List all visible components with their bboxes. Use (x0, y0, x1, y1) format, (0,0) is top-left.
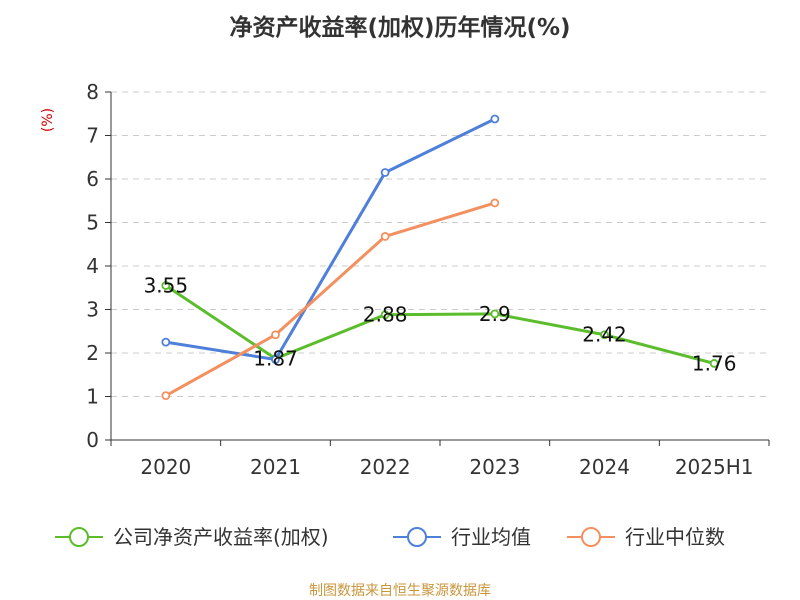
y-tick-label: 0 (86, 428, 99, 452)
data-label: 2.88 (363, 303, 408, 327)
data-point (380, 168, 390, 177)
legend-label: 公司净资产收益率(加权) (113, 525, 329, 549)
series-line-0 (165, 284, 715, 365)
legend-marker (581, 527, 601, 547)
data-label: 3.55 (144, 274, 189, 298)
data-point (271, 330, 280, 340)
series-line-1 (165, 117, 496, 362)
data-label: 1.76 (692, 351, 737, 375)
data-point (161, 281, 171, 290)
chart-title: 净资产收益率(加权)历年情况(%) (229, 15, 571, 41)
data-point (380, 232, 390, 241)
legend-marker (69, 527, 89, 547)
data-label: 1.87 (253, 347, 298, 371)
data-point (161, 391, 171, 401)
x-tick-label: 2022 (360, 455, 411, 479)
data-label: 2.9 (479, 302, 511, 326)
legend-label: 行业中位数 (625, 525, 725, 549)
data-point (490, 309, 500, 319)
data-point (271, 355, 280, 364)
y-tick-label: 1 (86, 385, 99, 409)
data-point (709, 359, 719, 368)
data-point (161, 337, 171, 347)
series-line-2 (165, 201, 496, 397)
x-tick-label: 2025H1 (675, 455, 754, 479)
data-point (490, 114, 500, 124)
y-tick-label: 6 (86, 167, 99, 191)
y-tick-label: 2 (86, 341, 99, 365)
data-point (600, 330, 609, 340)
y-tick-label: 8 (86, 80, 99, 104)
data-label: 2.42 (582, 323, 627, 347)
y-tick-label: 5 (86, 211, 99, 235)
legend-marker (407, 527, 427, 547)
x-tick-label: 2021 (250, 455, 301, 479)
data-point (490, 198, 500, 208)
data-point (380, 310, 390, 320)
y-tick-label: 7 (86, 124, 99, 148)
x-tick-label: 2020 (140, 455, 191, 479)
source-text: 制图数据来自恒生聚源数据库 (309, 583, 491, 599)
x-tick-label: 2024 (579, 455, 630, 479)
x-tick-label: 2023 (469, 455, 520, 479)
y-tick-label: 4 (86, 254, 99, 278)
y-tick-label: 3 (86, 298, 99, 322)
legend-label: 行业均值 (451, 525, 531, 549)
